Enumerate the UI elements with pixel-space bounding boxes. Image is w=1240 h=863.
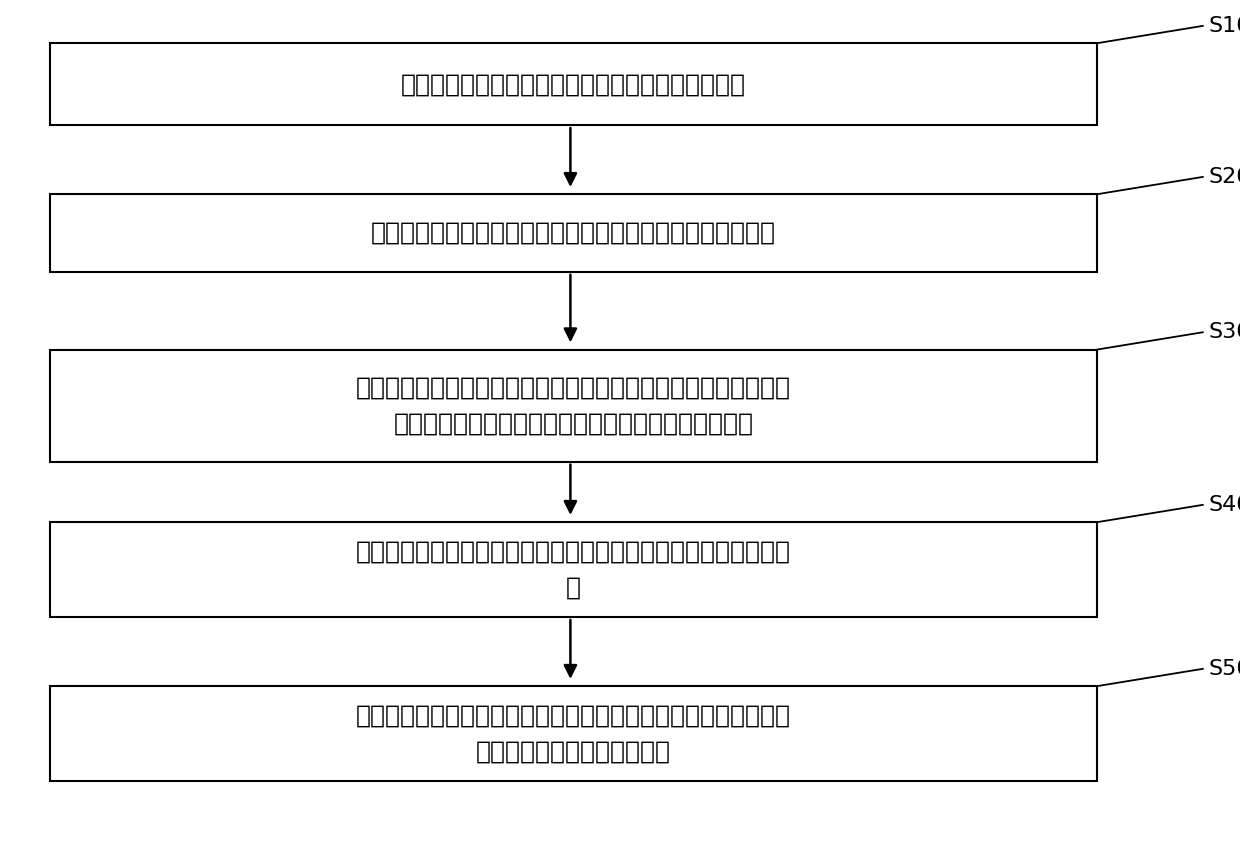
Text: 考机械特征值的差值的绝对值，得到对应的绝对值数列: 考机械特征值的差值的绝对值，得到对应的绝对值数列 — [393, 412, 754, 436]
Text: 获取各离散时间点对应的标准参考机械特征值以及失效判断值: 获取各离散时间点对应的标准参考机械特征值以及失效判断值 — [371, 221, 776, 245]
Bar — [50, 194, 1097, 272]
Text: S300: S300 — [1209, 322, 1240, 343]
Text: 线: 线 — [565, 576, 582, 600]
Text: 退曲线得到机械特征衰退比例: 退曲线得到机械特征衰退比例 — [476, 740, 671, 764]
Text: 根据各离散时间点对应的标准参考机械特征值、失效判断值以及衰: 根据各离散时间点对应的标准参考机械特征值、失效判断值以及衰 — [356, 703, 791, 728]
Bar — [50, 43, 1097, 125]
Text: 对所述绝对值数列进行曲线拟合，得到该离散时间点对应的衰退曲: 对所述绝对值数列进行曲线拟合，得到该离散时间点对应的衰退曲 — [356, 539, 791, 564]
Text: S100: S100 — [1209, 16, 1240, 36]
Text: 计算一离散时间点对应的各次机械特性试验的机械特征值与标准参: 计算一离散时间点对应的各次机械特性试验的机械特征值与标准参 — [356, 375, 791, 400]
Text: S500: S500 — [1209, 658, 1240, 679]
Bar — [50, 686, 1097, 781]
Bar — [50, 350, 1097, 462]
Text: 获取高压断路器型式试验所得数据中的机械特征数据: 获取高压断路器型式试验所得数据中的机械特征数据 — [401, 72, 746, 96]
Text: S400: S400 — [1209, 494, 1240, 515]
Text: S200: S200 — [1209, 167, 1240, 187]
Bar — [50, 522, 1097, 617]
